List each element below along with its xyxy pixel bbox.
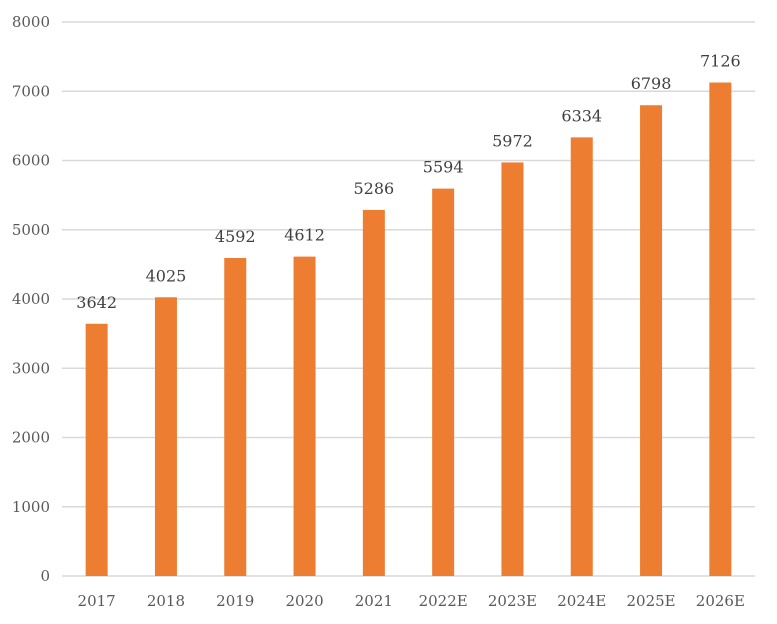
bar [362,209,385,576]
bar [432,188,455,577]
data-label: 3642 [76,293,117,312]
x-tick-label: 2026E [696,592,745,610]
y-tick-label: 5000 [12,221,50,239]
data-label: 7126 [700,52,741,71]
y-tick-label: 6000 [12,152,50,170]
bar [293,256,316,576]
bar [224,258,247,576]
x-tick-label: 2022E [419,592,468,610]
y-tick-label: 3000 [12,359,50,377]
x-tick-label: 2021 [355,592,393,610]
data-label: 5594 [423,158,464,177]
x-tick-label: 2019 [216,592,254,610]
gridlines [62,21,755,577]
bar [154,297,177,576]
x-tick-label: 2017 [78,592,116,610]
y-tick-label: 4000 [12,290,50,308]
bar [709,82,732,576]
data-label: 4025 [146,266,187,285]
x-tick-label: 2018 [147,592,185,610]
x-tick-label: 2023E [488,592,537,610]
x-tick-label: 2024E [557,592,606,610]
data-label: 5972 [492,131,533,150]
bar [640,105,663,577]
data-labels: 3642 4025 4592 4612 5286 5594 5972 6334 6798 7126 [76,52,740,312]
x-tick-label: 2020 [285,592,323,610]
y-axis-ticks: 0 1000 2000 3000 4000 5000 6000 7000 8000 [12,13,50,585]
data-label: 4592 [215,227,256,246]
y-tick-label: 1000 [12,498,50,516]
y-tick-label: 8000 [12,13,50,31]
bar [85,323,108,576]
data-label: 5286 [353,179,394,198]
bar [570,137,593,577]
bar [501,162,524,576]
data-label: 6798 [631,74,672,93]
bars [85,82,732,577]
data-label: 6334 [561,106,602,125]
y-tick-label: 7000 [12,82,50,100]
y-tick-label: 2000 [12,429,50,447]
y-tick-label: 0 [40,567,50,585]
x-tick-label: 2025E [626,592,675,610]
data-label: 4612 [284,226,325,245]
x-axis-labels: 2017 2018 2019 2020 2021 2022E 2023E 2024E 2025E… [78,592,745,610]
